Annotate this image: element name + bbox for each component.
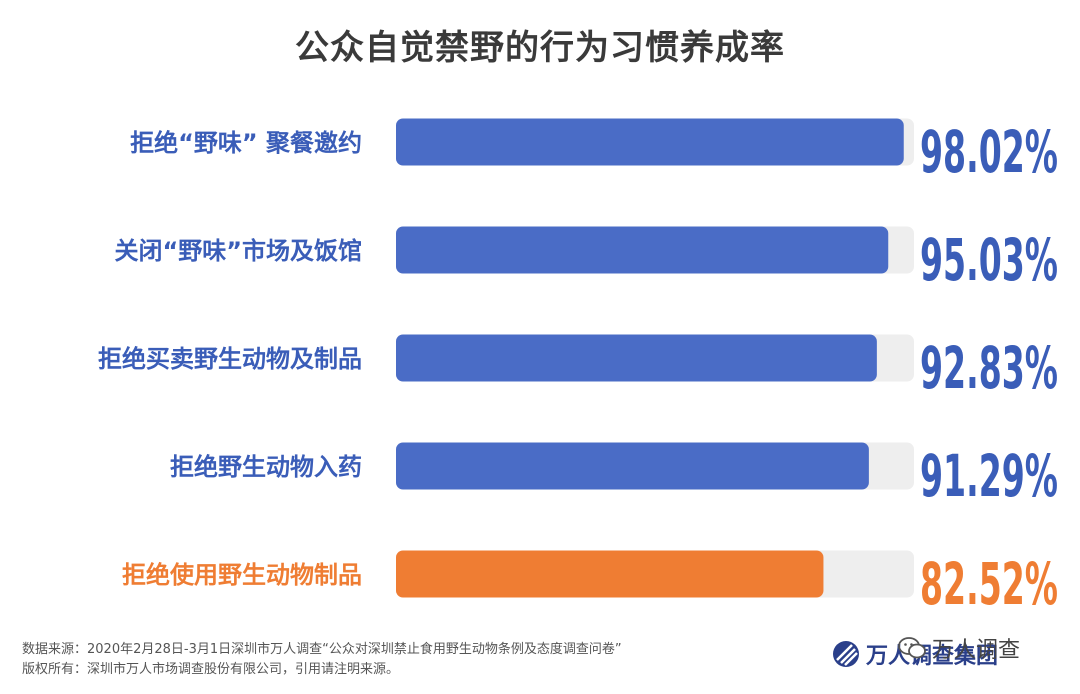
footer: 数据来源：2020年2月28日-3月1日深圳市万人调查“公众对深圳禁止食用野生动…	[22, 640, 622, 680]
category-label: 拒绝使用野生动物制品	[122, 561, 362, 589]
category-label: 关闭“野味”市场及饭馆	[114, 237, 362, 265]
value-label: 82.52%	[920, 550, 1058, 618]
brand: 万人调查集团	[832, 638, 998, 670]
value-label: 92.83%	[920, 334, 1058, 402]
category-label: 拒绝野生动物入药	[170, 453, 362, 481]
bar	[396, 226, 889, 274]
value-label: 98.02%	[920, 118, 1058, 186]
footer-source: 数据来源：2020年2月28日-3月1日深圳市万人调查“公众对深圳禁止食用野生动…	[22, 642, 622, 657]
bar	[396, 550, 824, 598]
category-label: 拒绝买卖野生动物及制品	[98, 345, 362, 373]
bar	[396, 118, 904, 166]
bar	[396, 334, 877, 382]
value-label: 95.03%	[920, 226, 1058, 294]
wechat-label: 万人调查	[932, 638, 1021, 663]
category-label: 拒绝“野味” 聚餐邀约	[130, 129, 362, 157]
value-label: 91.29%	[920, 442, 1058, 510]
brand-logo-icon	[833, 641, 859, 667]
wechat-account: 万人调查	[898, 632, 1020, 664]
chart-title: 公众自觉禁野的行为习惯养成率	[295, 28, 785, 68]
wechat-icon	[898, 637, 926, 659]
brand-name: 万人调查集团	[866, 644, 999, 669]
footer-copyright: 版权所有：深圳市万人市场调查股份有限公司，引用请注明来源。	[22, 662, 400, 677]
bar	[396, 442, 869, 490]
